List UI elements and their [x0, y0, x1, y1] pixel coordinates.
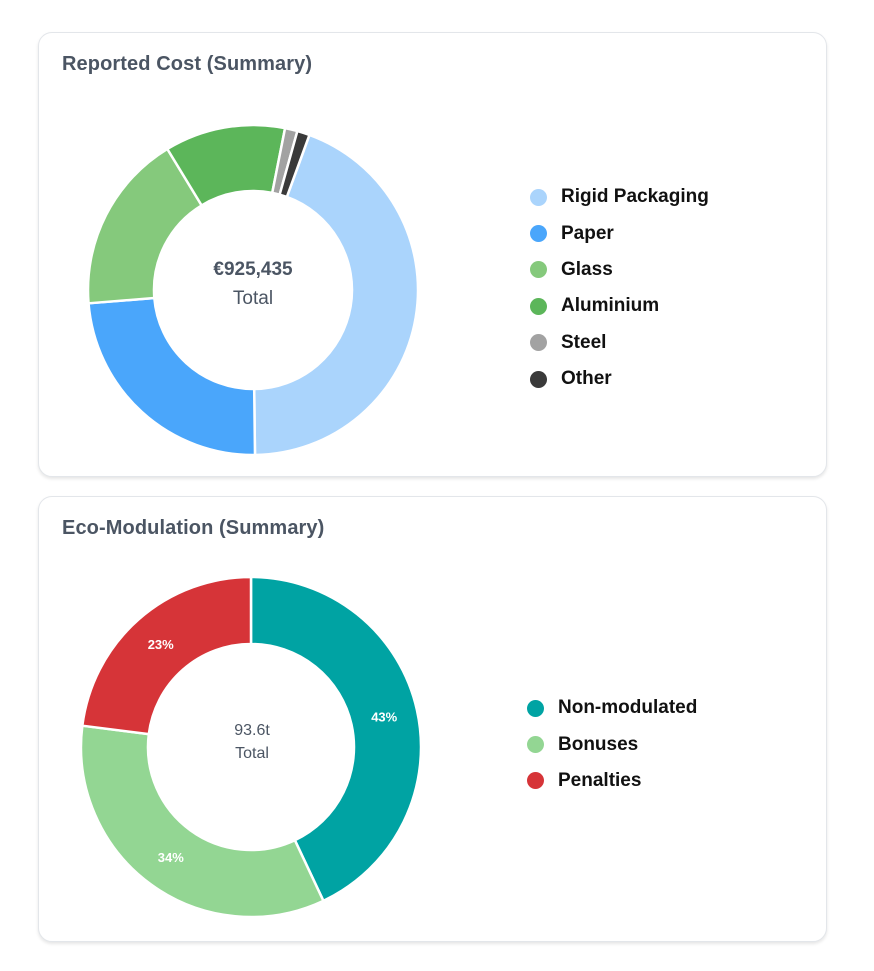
donut-center-label: Total [232, 288, 274, 309]
legend-swatch-icon [527, 772, 544, 790]
legend-item-other[interactable]: Other [530, 361, 709, 397]
legend-swatch-icon [527, 699, 544, 717]
eco-modulation-card: Eco-Modulation (Summary) 43% 34% 23% 93.6t… [38, 496, 827, 942]
legend-label: Aluminium [561, 295, 660, 317]
eco-modulation-donut-chart: 43% 34% 23% [79, 575, 423, 919]
legend-item-non-modulated[interactable]: Non-modulated [527, 690, 697, 726]
donut-center-value: €925,435 [213, 259, 293, 280]
legend-swatch-icon [530, 261, 547, 279]
slice-paper[interactable] [87, 296, 257, 457]
reported-cost-donut-chart [86, 123, 420, 457]
legend-swatch-icon [530, 225, 547, 243]
slice-label-non-modulated: 43% [371, 710, 397, 725]
legend-item-steel[interactable]: Steel [530, 325, 709, 361]
legend-label: Penalties [558, 769, 642, 791]
legend-item-rigid-packaging[interactable]: Rigid Packaging [530, 179, 709, 215]
legend-swatch-icon [530, 334, 547, 352]
slice-bonuses[interactable] [79, 724, 325, 919]
slice-other[interactable] [278, 129, 311, 199]
legend-item-glass[interactable]: Glass [530, 252, 709, 288]
chart-legend: Non-modulated Bonuses Penalties [527, 690, 697, 799]
legend-swatch-icon [530, 297, 547, 315]
slice-label-penalties: 23% [148, 637, 174, 652]
slice-rigid-packaging[interactable] [252, 133, 420, 457]
donut-center-value: 93.6t [234, 722, 270, 739]
legend-label: Steel [561, 331, 607, 353]
legend-label: Glass [561, 258, 613, 280]
legend-label: Bonuses [558, 733, 639, 755]
legend-label: Non-modulated [558, 697, 698, 719]
slice-penalties[interactable] [81, 575, 253, 736]
legend-item-paper[interactable]: Paper [530, 215, 709, 251]
chart-legend: Rigid Packaging Paper Glass Aluminium Steel O… [530, 179, 709, 397]
slice-label-bonuses: 34% [158, 850, 184, 865]
chart-title: Reported Cost (Summary) [62, 53, 313, 75]
slice-non-modulated[interactable] [249, 575, 423, 903]
legend-item-bonuses[interactable]: Bonuses [527, 726, 697, 762]
legend-item-aluminium[interactable]: Aluminium [530, 288, 709, 324]
legend-label: Paper [561, 222, 614, 244]
legend-label: Rigid Packaging [561, 186, 709, 208]
legend-label: Other [561, 368, 612, 390]
legend-swatch-icon [530, 370, 547, 388]
legend-swatch-icon [527, 736, 544, 754]
reported-cost-card: Reported Cost (Summary) €925,435 Total R… [38, 32, 827, 477]
legend-item-penalties[interactable]: Penalties [527, 763, 697, 799]
chart-title: Eco-Modulation (Summary) [62, 517, 325, 539]
legend-swatch-icon [530, 188, 547, 206]
donut-center-label: Total [235, 745, 269, 762]
